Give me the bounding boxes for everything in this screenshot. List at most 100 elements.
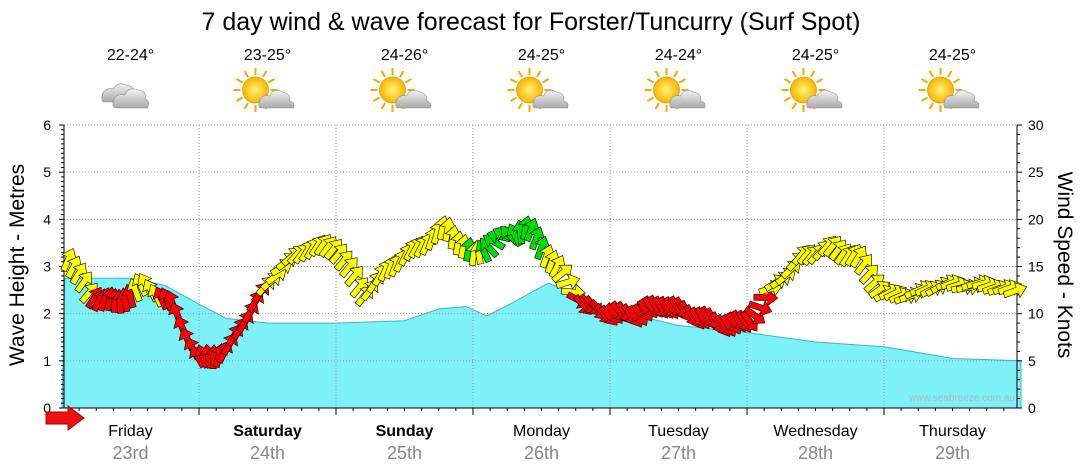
daily-forecast-row: 22-24° 23-25° 24-26° 24-25° 24-24° 24-25° 24-2… xyxy=(101,47,980,112)
temperature-label: 23-25° xyxy=(244,47,291,64)
partly-cloudy-icon xyxy=(644,68,706,112)
date-label: 27th xyxy=(661,443,696,463)
y-left-tick-label: 2 xyxy=(43,306,51,322)
y-left-tick-label: 0 xyxy=(43,400,51,416)
cloud xyxy=(669,89,706,109)
day-label: Wednesday xyxy=(773,423,857,440)
y-right-tick-label: 20 xyxy=(1028,211,1044,227)
day-label: Tuesday xyxy=(648,423,709,440)
sun-ray xyxy=(404,78,413,84)
day-label: Thursday xyxy=(919,423,986,440)
sun-ray xyxy=(952,78,961,84)
sun-ray xyxy=(920,78,929,84)
sun-ray xyxy=(791,70,797,78)
sun-ray xyxy=(920,96,929,102)
day-label: Saturday xyxy=(233,423,302,440)
sun-ray xyxy=(536,70,542,78)
temperature-label: 24-25° xyxy=(929,47,976,64)
temperature-label: 22-24° xyxy=(107,47,154,64)
sun-ray xyxy=(509,78,518,84)
y-right-tick-label: 5 xyxy=(1028,353,1036,369)
date-label: 23rd xyxy=(112,443,148,463)
temperature-label: 24-25° xyxy=(518,47,565,64)
sun-ray xyxy=(541,78,550,84)
y-left-tick-label: 6 xyxy=(43,117,51,133)
sun-ray xyxy=(380,102,386,110)
cloudy-icon xyxy=(101,83,149,109)
axes: 0 1 2 3 4 5 6 0 5 10 15 20 25 30 xyxy=(43,117,1044,416)
sun-ray xyxy=(654,102,660,110)
y-left-tick-label: 5 xyxy=(43,164,51,180)
date-label: 24th xyxy=(250,443,285,463)
date-label: 28th xyxy=(798,443,833,463)
sun-ray xyxy=(810,70,816,78)
cloud xyxy=(532,89,569,109)
partly-cloudy-icon xyxy=(370,68,432,112)
wind-arrow-icon xyxy=(555,273,581,290)
sun-ray xyxy=(783,78,792,84)
watermark: www.seabreeze.com.au xyxy=(908,393,1015,404)
partly-cloudy-icon xyxy=(781,68,843,112)
sun-ray xyxy=(928,102,934,110)
sun-ray xyxy=(372,96,381,102)
y-left-tick-label: 1 xyxy=(43,353,51,369)
day-labels: Friday 23rd Saturday 24th Sunday 25th Monday 26… xyxy=(108,423,986,463)
partly-cloudy-icon xyxy=(233,68,295,112)
cloud-front xyxy=(112,88,149,109)
y-left-tick-label: 4 xyxy=(43,211,51,227)
sun-ray xyxy=(815,78,824,84)
sun-ray xyxy=(243,102,249,110)
sun-ray xyxy=(243,70,249,78)
wind-arrow-icon xyxy=(747,300,773,317)
sun-ray xyxy=(267,78,276,84)
sun-ray xyxy=(399,70,405,78)
sun-ray xyxy=(262,70,268,78)
sun-ray xyxy=(380,70,386,78)
y-axis-right-label: Wind Speed - Knots xyxy=(1053,172,1076,359)
wind-series xyxy=(60,215,1028,370)
sun-ray xyxy=(791,102,797,110)
y-right-tick-label: 25 xyxy=(1028,164,1044,180)
partly-cloudy-icon xyxy=(918,68,980,112)
origin-arrow-icon xyxy=(45,405,85,431)
y-right-tick-label: 10 xyxy=(1028,306,1044,322)
sun-ray xyxy=(947,70,953,78)
partly-cloudy-icon xyxy=(507,68,569,112)
day-label: Monday xyxy=(513,423,570,440)
wind-arrow-icon xyxy=(74,271,93,294)
cloud xyxy=(258,89,295,109)
date-label: 26th xyxy=(524,443,559,463)
y-right-tick-label: 15 xyxy=(1028,259,1044,275)
date-label: 25th xyxy=(387,443,422,463)
wave-series xyxy=(61,277,1022,409)
sun-ray xyxy=(928,70,934,78)
wave-area xyxy=(61,277,1022,409)
temperature-label: 24-24° xyxy=(655,47,702,64)
cloud xyxy=(943,89,980,109)
date-label: 29th xyxy=(935,443,970,463)
sun-ray xyxy=(654,70,660,78)
sun-ray xyxy=(673,70,679,78)
sun-ray xyxy=(235,78,244,84)
sun-ray xyxy=(678,78,687,84)
sun-ray xyxy=(646,96,655,102)
y-right-tick-label: 30 xyxy=(1028,117,1044,133)
chart-title: 7 day wind & wave forecast for Forster/T… xyxy=(201,8,860,36)
day-label: Sunday xyxy=(376,423,434,440)
sun-ray xyxy=(783,96,792,102)
cloud xyxy=(806,89,843,109)
cloud xyxy=(395,89,432,109)
sun-ray xyxy=(509,96,518,102)
day-label: Friday xyxy=(108,423,152,440)
sun-ray xyxy=(517,102,523,110)
y-left-tick-label: 3 xyxy=(43,259,51,275)
wind-arrow-icon xyxy=(1002,282,1028,299)
sun-ray xyxy=(517,70,523,78)
y-right-tick-label: 0 xyxy=(1028,400,1036,416)
sun-ray xyxy=(646,78,655,84)
sun-ray xyxy=(235,96,244,102)
temperature-label: 24-25° xyxy=(792,47,839,64)
sun-ray xyxy=(372,78,381,84)
y-axis-left-label: Wave Height - Metres xyxy=(6,164,29,366)
